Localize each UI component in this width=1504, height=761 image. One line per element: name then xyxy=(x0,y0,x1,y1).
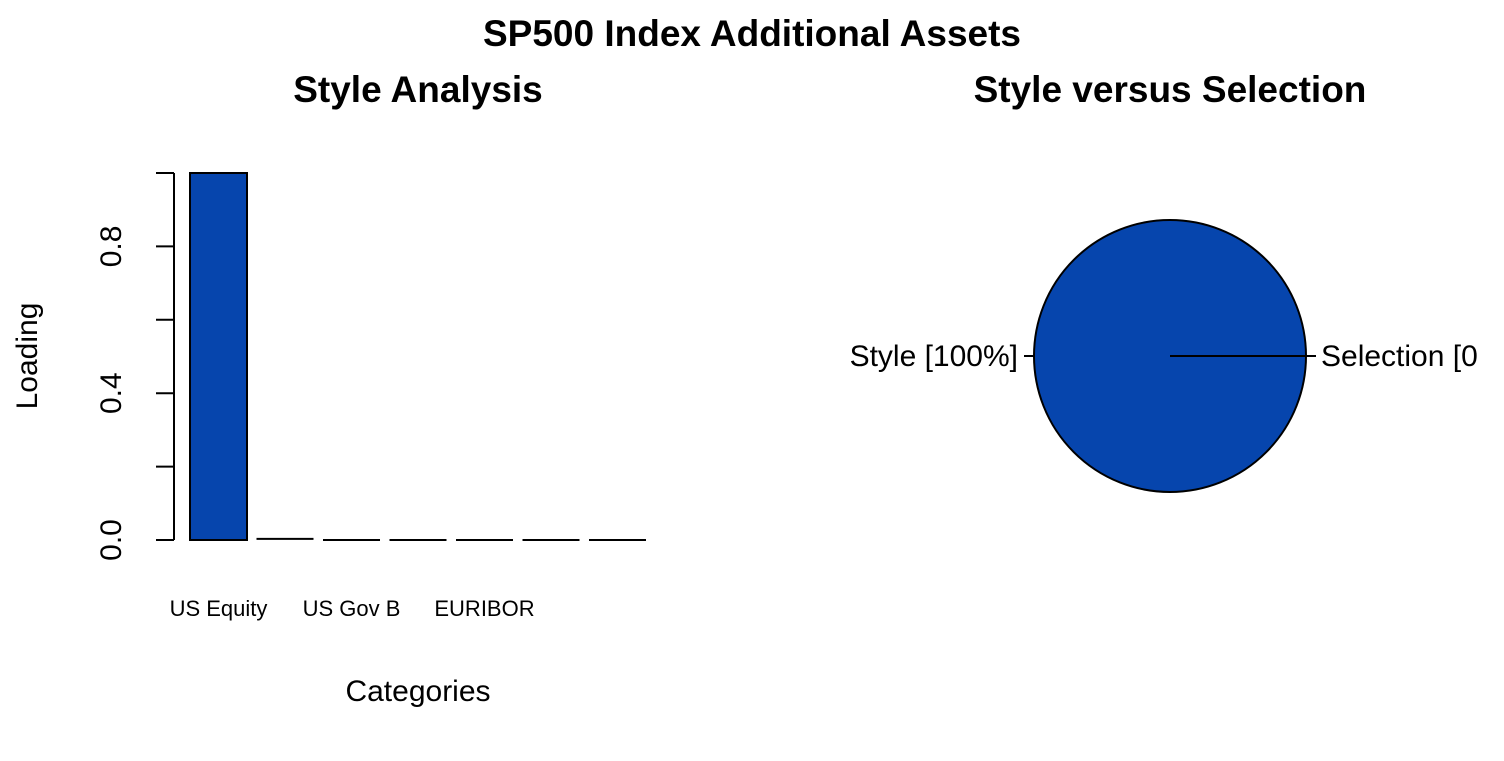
bar-0 xyxy=(189,172,248,541)
pie-label-selection: Selection [0 xyxy=(1321,340,1478,373)
y-tick-label: 0.8 xyxy=(95,226,128,268)
pie-chart-panel: Style versus Selection Style [100%] Sele… xyxy=(850,69,1478,493)
category-label: US Gov B xyxy=(303,596,401,621)
pie-chart-title: Style versus Selection xyxy=(974,69,1367,110)
y-tick-label: 0.4 xyxy=(95,372,128,414)
y-axis-label: Loading xyxy=(11,303,44,410)
category-labels: US Equity US Gov B EURIBOR xyxy=(170,596,535,621)
bar-chart-panel: Style Analysis 0.0 0.4 0.8 US Equity US Gov… xyxy=(11,69,646,708)
pie-slices xyxy=(1033,219,1307,493)
bar-series xyxy=(189,172,646,541)
pie-label-style: Style [100%] xyxy=(850,340,1018,373)
bar-chart-title: Style Analysis xyxy=(293,69,543,110)
y-tick-label: 0.0 xyxy=(95,519,128,561)
x-axis-label: Categories xyxy=(345,675,490,708)
category-label: US Equity xyxy=(170,596,268,621)
y-axis-ticks: 0.0 0.4 0.8 xyxy=(95,172,174,561)
category-label: EURIBOR xyxy=(434,596,534,621)
main-title: SP500 Index Additional Assets xyxy=(483,13,1021,54)
